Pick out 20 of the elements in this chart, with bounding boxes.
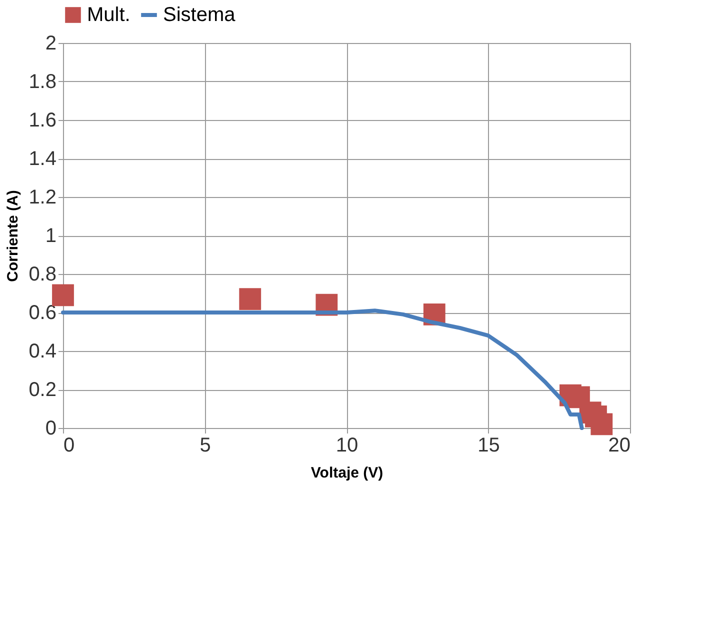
x-tick-label: 20 bbox=[608, 434, 630, 456]
y-tick-label: 0.4 bbox=[28, 340, 56, 362]
legend-label: Sistema bbox=[163, 4, 236, 26]
legend-label: Mult. bbox=[87, 4, 130, 26]
y-tick-label: 1 bbox=[45, 225, 56, 247]
y-tick-label: 0.6 bbox=[28, 302, 56, 324]
y-tick-label: 1.4 bbox=[28, 148, 56, 170]
y-tick-label: 0.2 bbox=[28, 379, 56, 401]
y-tick-label: 0 bbox=[45, 418, 56, 440]
y-tick-label: 0.8 bbox=[28, 264, 56, 286]
x-tick-label: 15 bbox=[478, 434, 500, 456]
x-tick-label: 10 bbox=[336, 434, 358, 456]
x-tick-label: 0 bbox=[64, 434, 75, 456]
x-axis-title: Voltaje (V) bbox=[310, 464, 384, 482]
y-axis-title: Corriente (A) bbox=[4, 190, 22, 282]
y-tick-label: 2 bbox=[45, 32, 56, 54]
y-tick-label: 1.8 bbox=[28, 71, 56, 93]
y-tick-label: 1.6 bbox=[28, 110, 56, 132]
x-tick-label: 5 bbox=[200, 434, 211, 456]
y-tick-label: 1.2 bbox=[28, 186, 56, 208]
